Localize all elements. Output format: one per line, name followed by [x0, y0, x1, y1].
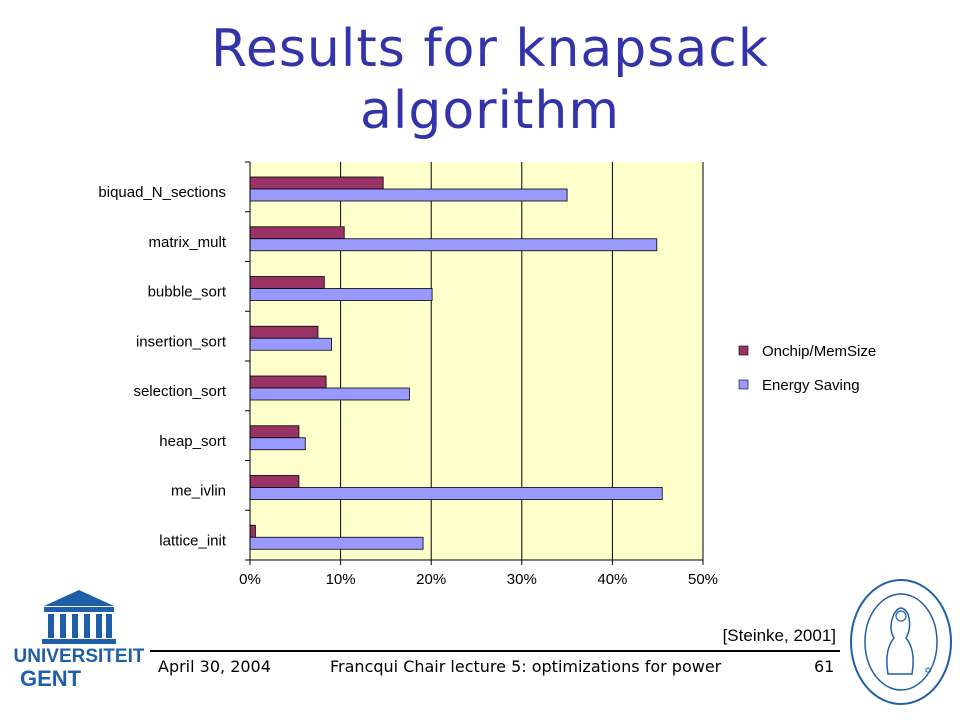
- y-category-label: insertion_sort: [136, 333, 227, 350]
- svg-text:GENT: GENT: [20, 666, 82, 691]
- bar-onchip-memsize-selection-sort: [249, 375, 327, 389]
- x-tick-label: 0%: [239, 571, 261, 588]
- y-category-label: biquad_N_sections: [98, 184, 226, 201]
- svg-text:UNIVERSITEIT: UNIVERSITEIT: [14, 646, 144, 667]
- bar-energy-saving-bubble-sort: [249, 288, 433, 301]
- footer-divider: [150, 650, 840, 652]
- bar-energy-saving-me-ivlin: [249, 487, 663, 500]
- bar-energy-saving-selection-sort: [249, 387, 410, 401]
- ghent-university-logo: UNIVERSITEIT GENT: [14, 590, 144, 691]
- y-category-label: me_ivlin: [171, 483, 226, 500]
- namur-university-seal: ✡: [850, 579, 952, 705]
- bar-onchip-memsize-insertion-sort: [249, 325, 319, 339]
- x-tick-label: 30%: [507, 571, 537, 588]
- bar-onchip-memsize-heap-sort: [249, 425, 300, 439]
- footer-page-number: 61: [814, 657, 835, 676]
- bar-onchip-memsize-matrix-mult: [249, 226, 345, 240]
- legend-label-onchip-memsize: Onchip/MemSize: [762, 343, 876, 360]
- slide-title: Results for knapsack algorithm: [211, 19, 769, 141]
- footer-date: April 30, 2004: [158, 657, 271, 676]
- plot-area: [250, 162, 703, 560]
- legend-label-energy-saving: Energy Saving: [762, 377, 860, 394]
- x-tick-label: 40%: [597, 571, 627, 588]
- y-category-label: heap_sort: [159, 433, 227, 450]
- legend-swatch-energy-saving: [738, 379, 749, 390]
- bar-onchip-memsize-bubble-sort: [249, 276, 325, 289]
- bar-energy-saving-heap-sort: [249, 437, 306, 451]
- svg-text:✡: ✡: [924, 666, 932, 677]
- y-category-label: bubble_sort: [148, 284, 227, 301]
- legend-swatch-onchip-memsize: [738, 345, 749, 356]
- x-tick-label: 20%: [416, 571, 446, 588]
- footer-lecture-title: Francqui Chair lecture 5: optimizations …: [330, 657, 722, 676]
- bar-energy-saving-biquad-N-sections: [249, 188, 568, 202]
- bar-onchip-memsize-lattice-init: [249, 524, 256, 538]
- y-category-label: lattice_init: [159, 532, 227, 549]
- y-category-label: selection_sort: [133, 383, 226, 400]
- bar-energy-saving-lattice-init: [249, 536, 424, 550]
- bar-energy-saving-insertion-sort: [249, 337, 332, 351]
- bar-energy-saving-matrix-mult: [249, 238, 658, 252]
- x-tick-label: 50%: [688, 571, 718, 588]
- bar-onchip-memsize-me-ivlin: [249, 475, 300, 488]
- x-tick-label: 10%: [326, 571, 356, 588]
- citation: [Steinke, 2001]: [722, 626, 836, 645]
- bar-onchip-memsize-biquad-N-sections: [249, 176, 384, 190]
- y-category-label: matrix_mult: [148, 234, 226, 251]
